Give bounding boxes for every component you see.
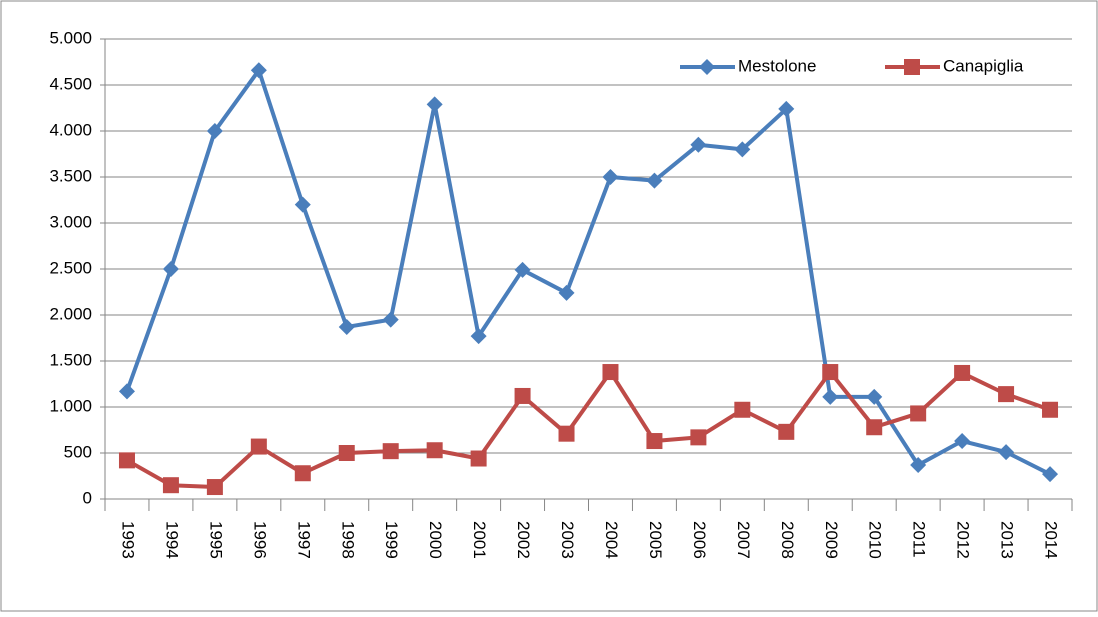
point (954, 433, 971, 450)
point (514, 387, 531, 404)
x-tick-label: 1996 (250, 521, 269, 559)
point (778, 423, 795, 440)
y-tick-label: 2.500 (49, 258, 92, 277)
point (866, 388, 883, 405)
point (294, 196, 311, 213)
point (954, 364, 971, 381)
y-tick-label: 500 (64, 442, 92, 461)
point (558, 284, 575, 301)
point (118, 452, 135, 469)
point (294, 465, 311, 482)
x-tick-label: 1998 (338, 521, 357, 559)
legend-label: Mestolone (738, 56, 816, 75)
x-tick-label: 1994 (162, 521, 181, 559)
x-tick-label: 2014 (1042, 521, 1061, 559)
x-tick-label: 2013 (998, 521, 1017, 559)
point (514, 261, 531, 278)
point (690, 136, 707, 153)
y-tick-label: 3.000 (49, 212, 92, 231)
point (910, 405, 927, 422)
point (822, 388, 839, 405)
point (162, 477, 179, 494)
x-tick-label: 2006 (690, 521, 709, 559)
point (382, 443, 399, 460)
point (338, 318, 355, 335)
series (118, 62, 1059, 483)
point (162, 261, 179, 277)
y-tick-label: 1.000 (49, 396, 92, 415)
point (734, 401, 751, 418)
point (426, 96, 443, 113)
point (778, 100, 795, 117)
x-tick-label: 2000 (426, 521, 445, 559)
y-tick-label: 4.500 (49, 74, 92, 93)
point (699, 59, 715, 75)
x-tick-label: 2010 (866, 521, 885, 559)
point (646, 172, 663, 189)
x-tick-label: 2004 (602, 521, 621, 559)
point (734, 141, 751, 158)
point (206, 123, 223, 139)
x-tick-label: 2012 (954, 521, 973, 559)
point (382, 311, 399, 328)
x-tick-label: 2009 (822, 521, 841, 559)
legend: Mestolone Canapiglia (680, 56, 1024, 75)
point (118, 383, 135, 400)
point (250, 62, 267, 79)
x-tick-label: 2011 (910, 521, 929, 558)
point (602, 169, 619, 185)
point (1042, 466, 1059, 483)
y-tick-label: 3.500 (49, 166, 92, 185)
series-line (125, 68, 1051, 476)
series-line (125, 370, 1051, 490)
y-tick-label: 4.000 (49, 120, 92, 139)
point (690, 429, 707, 446)
point (558, 425, 575, 442)
y-tick-label: 2.000 (49, 304, 92, 323)
point (602, 364, 619, 381)
point (250, 438, 267, 455)
x-tick-label: 2007 (734, 521, 753, 559)
point (866, 419, 883, 436)
y-tick-label: 1.500 (49, 350, 92, 369)
point (822, 364, 839, 381)
x-tick-label: 1999 (382, 521, 401, 559)
point (470, 328, 487, 345)
x-tick-label: 1997 (294, 521, 313, 559)
y-tick-label: 5.000 (49, 28, 92, 47)
x-tick-label: 1993 (118, 521, 137, 559)
point (426, 442, 443, 459)
x-tick-label: 2001 (470, 521, 489, 559)
point (904, 59, 920, 75)
point (646, 433, 663, 450)
x-tick-label: 2002 (514, 521, 533, 559)
x-tick-label: 1995 (206, 521, 225, 559)
y-tick-label: 0 (83, 488, 92, 507)
x-tick-label: 2008 (778, 521, 797, 559)
point (910, 456, 927, 473)
point (338, 445, 355, 461)
point (470, 450, 487, 467)
point (998, 386, 1015, 403)
series (118, 364, 1059, 496)
x-tick-label: 2003 (558, 521, 577, 559)
legend-label: Canapiglia (943, 56, 1024, 75)
x-tick-label: 2005 (646, 521, 665, 559)
point (206, 479, 223, 496)
point (1042, 401, 1059, 418)
point (998, 444, 1015, 461)
